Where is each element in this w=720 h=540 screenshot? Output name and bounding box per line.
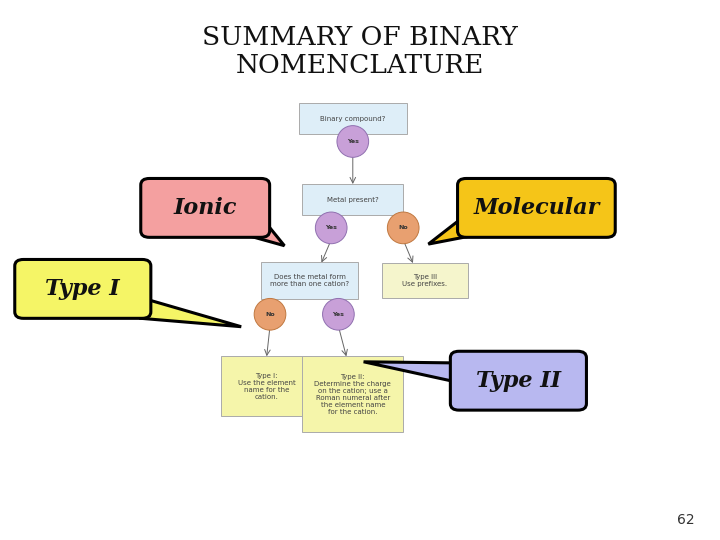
FancyBboxPatch shape [382, 263, 468, 298]
Ellipse shape [254, 299, 286, 330]
Text: No: No [265, 312, 275, 317]
Text: Yes: Yes [325, 225, 337, 231]
FancyBboxPatch shape [302, 356, 403, 432]
FancyBboxPatch shape [140, 178, 269, 238]
Text: NOMENCLATURE: NOMENCLATURE [236, 53, 484, 78]
Polygon shape [364, 362, 462, 382]
FancyBboxPatch shape [261, 262, 359, 299]
FancyBboxPatch shape [222, 356, 311, 416]
Text: 62: 62 [678, 512, 695, 526]
Text: Type III
Use prefixes.: Type III Use prefixes. [402, 274, 447, 287]
Text: Yes: Yes [333, 312, 344, 317]
Text: Metal present?: Metal present? [327, 197, 379, 203]
Text: Type II: Type II [476, 370, 561, 392]
FancyBboxPatch shape [458, 178, 615, 238]
Ellipse shape [315, 212, 347, 244]
Text: Molecular: Molecular [473, 197, 600, 219]
Polygon shape [248, 220, 284, 246]
Text: Type II:
Determine the charge
on the cation; use a
Roman numeral after
the eleme: Type II: Determine the charge on the cat… [315, 374, 391, 415]
Polygon shape [141, 300, 241, 327]
Ellipse shape [337, 126, 369, 157]
FancyBboxPatch shape [451, 351, 587, 410]
FancyBboxPatch shape [299, 103, 407, 134]
Text: No: No [398, 225, 408, 231]
Text: SUMMARY OF BINARY: SUMMARY OF BINARY [202, 25, 518, 50]
FancyBboxPatch shape [14, 259, 151, 318]
Text: Type I: Type I [45, 278, 120, 300]
Text: Binary compound?: Binary compound? [320, 116, 385, 122]
Polygon shape [428, 218, 474, 244]
Text: Type I:
Use the element
name for the
cation.: Type I: Use the element name for the cat… [238, 373, 295, 400]
Ellipse shape [323, 299, 354, 330]
Text: Does the metal form
more than one cation?: Does the metal form more than one cation… [270, 274, 349, 287]
Text: Yes: Yes [347, 139, 359, 144]
FancyBboxPatch shape [302, 184, 403, 215]
Text: Ionic: Ionic [174, 197, 237, 219]
Ellipse shape [387, 212, 419, 244]
